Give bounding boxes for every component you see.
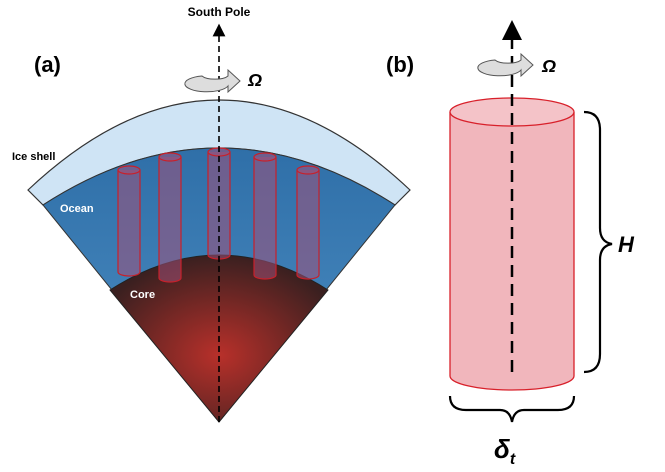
ice-label: Ice shell <box>12 151 55 163</box>
axis-label: South Pole <box>188 5 251 19</box>
omega: Ω <box>541 56 556 76</box>
rotation-arrow <box>185 70 240 92</box>
figure: (a) South Pole Ω Ice shell Ocean Core (b… <box>0 0 665 472</box>
panel-label: (b) <box>386 52 414 77</box>
height-brace <box>584 112 612 372</box>
subscript: t <box>510 451 516 468</box>
height-symbol: H <box>618 232 635 257</box>
ocean-label: Ocean <box>60 203 94 215</box>
delta: δ <box>494 434 510 464</box>
core-label: Core <box>130 289 155 301</box>
width-brace <box>450 396 574 422</box>
rotation-arrow <box>478 54 533 76</box>
omega: Ω <box>247 70 262 90</box>
width-symbol: δt <box>494 434 516 468</box>
panel-label: (a) <box>34 52 61 77</box>
